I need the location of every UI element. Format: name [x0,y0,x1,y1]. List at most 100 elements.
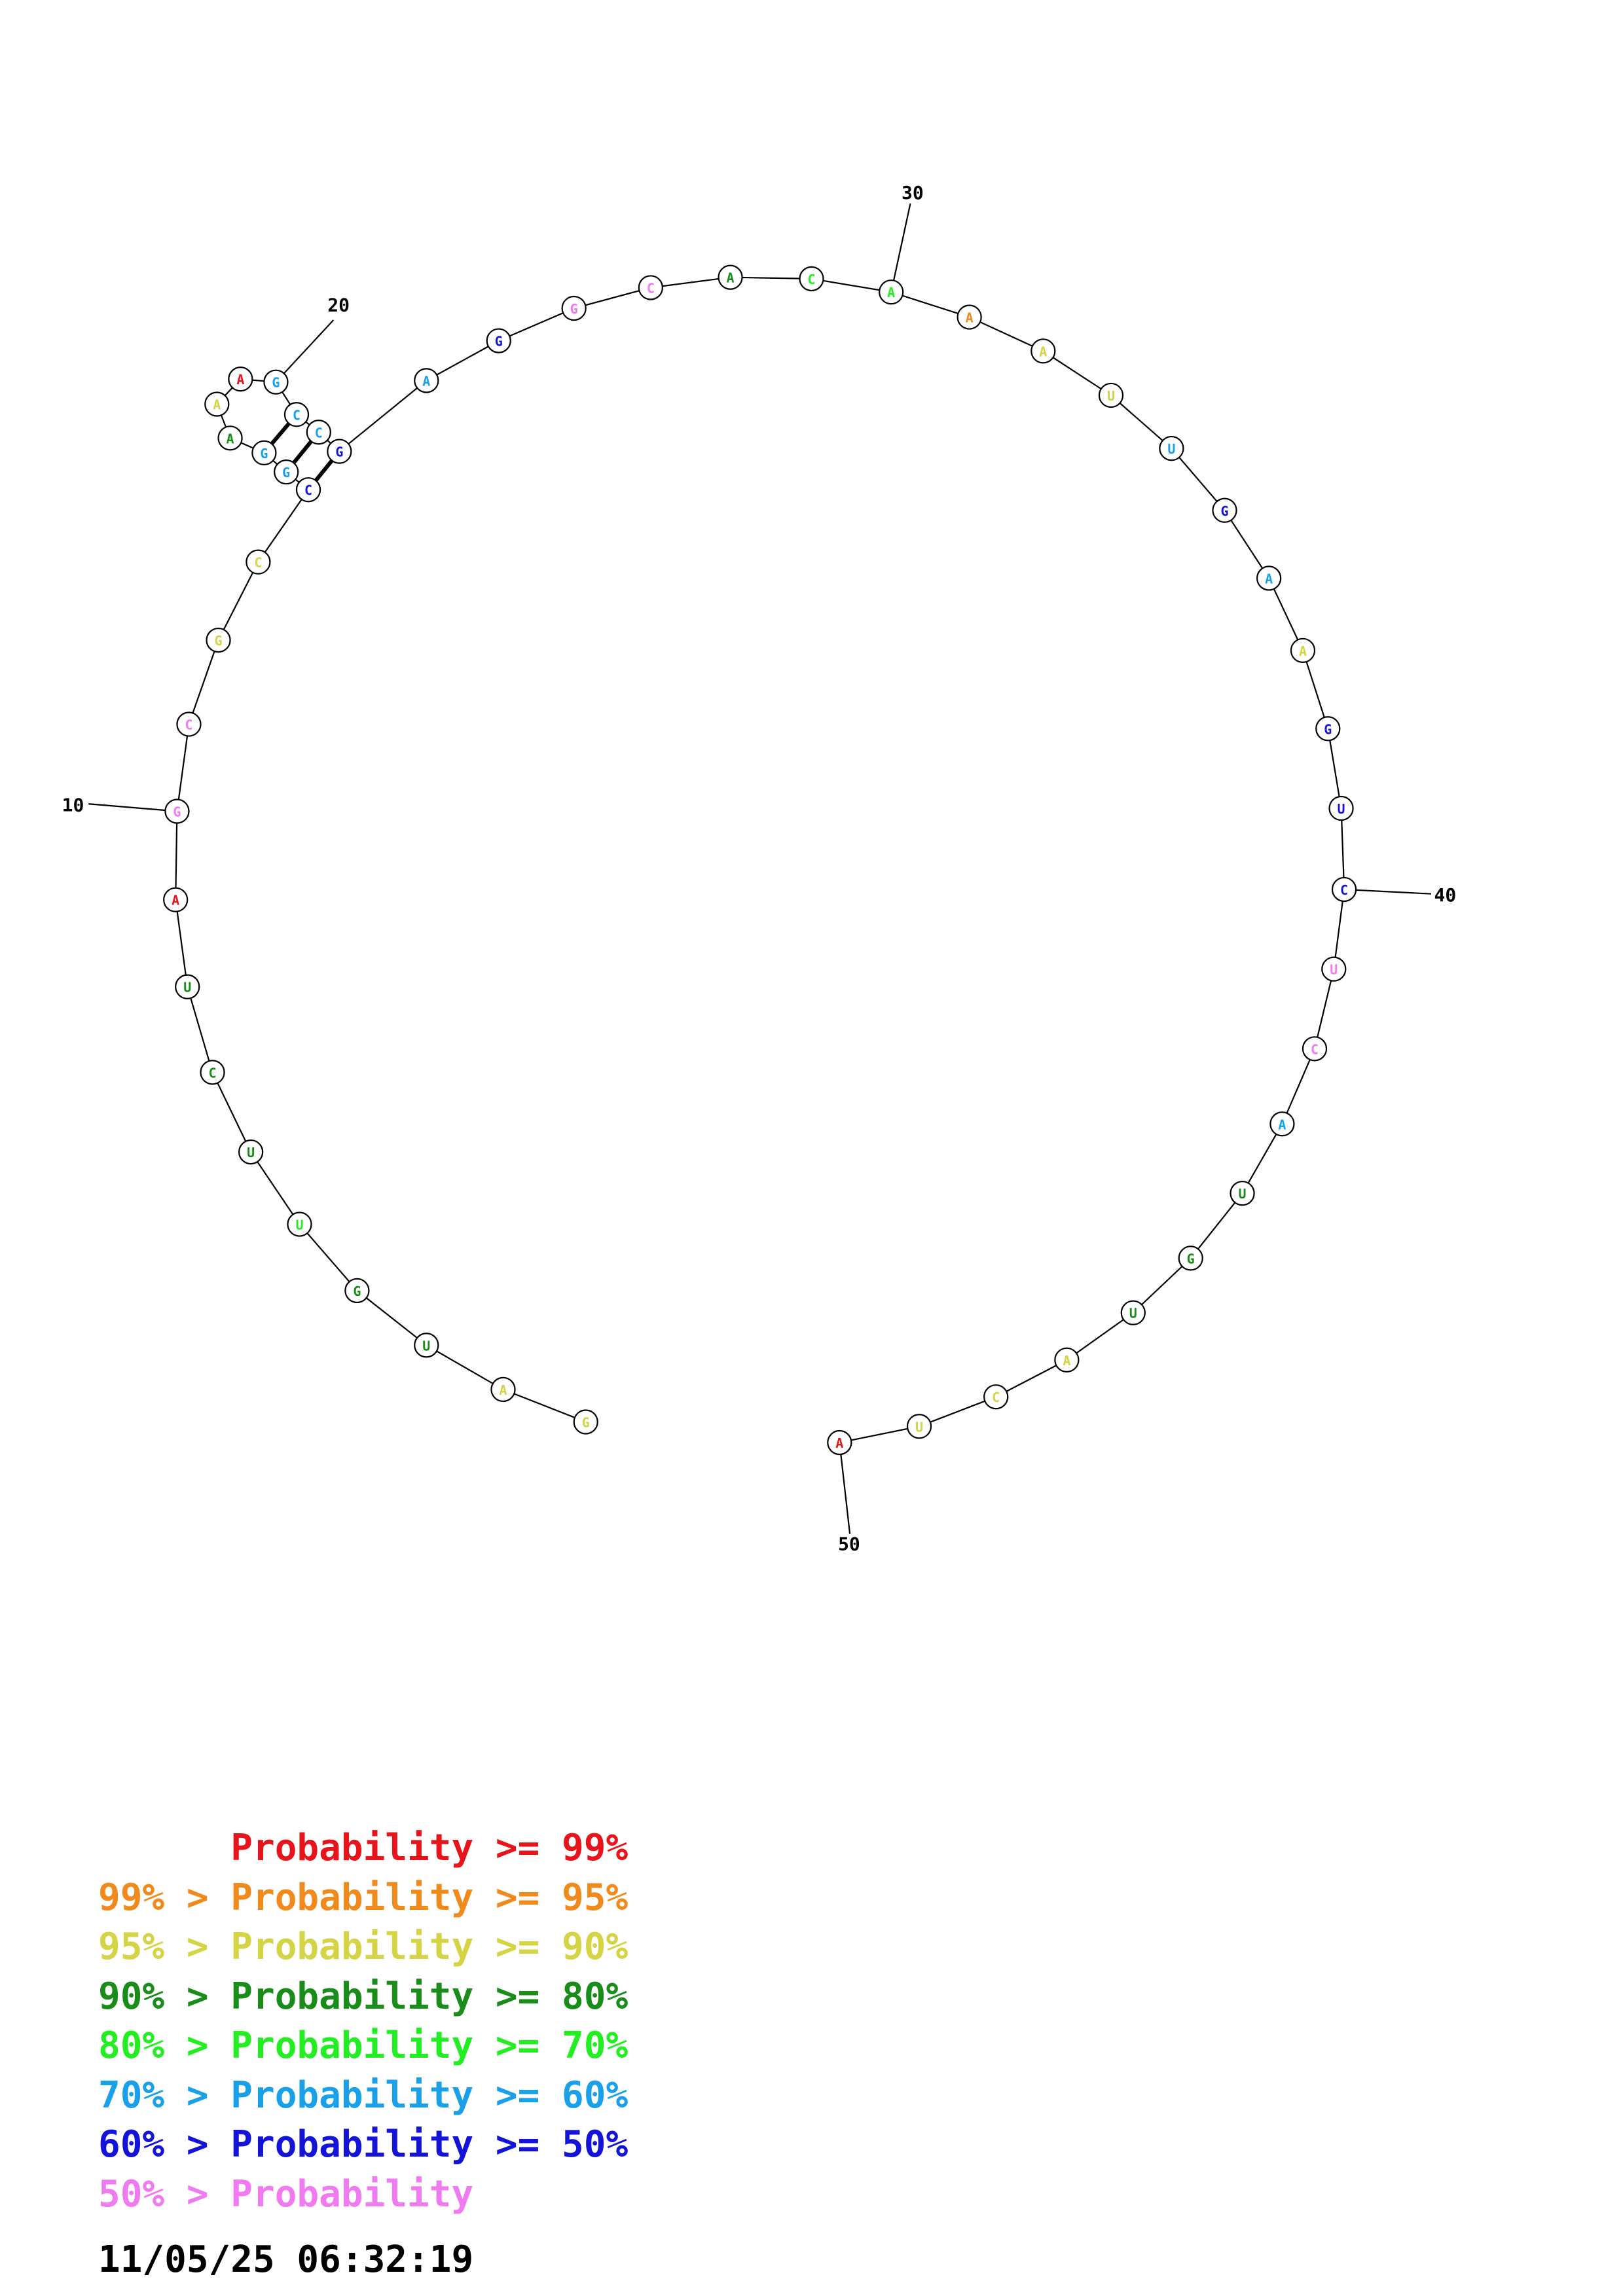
position-ticks: 10 20 30 40 50 [62,182,1457,1554]
nucleotide-base: A [499,1382,507,1398]
nucleotide-base: C [315,425,323,440]
nucleotide: C [246,549,271,575]
nucleotide-circle [414,368,439,393]
nucleotide: C [295,477,321,503]
nucleotide-base: C [304,482,312,498]
nucleotide-base: A [172,893,179,908]
nucleotide-base: G [282,465,290,480]
nucleotide: C [200,1060,225,1085]
nucleotide-base: U [1167,441,1175,457]
nucleotide-circle [163,887,189,912]
nucleotide-base: A [1039,344,1047,359]
nucleotide-base: A [236,372,244,387]
nucleotide-circle [1256,565,1282,591]
nucleotide-base: G [582,1415,590,1431]
nucleotide: A [490,1376,516,1403]
nucleotide: U [1120,1300,1146,1325]
nucleotide-base: G [1220,503,1228,519]
nucleotide: G [206,627,231,653]
nucleotide-base: C [209,1065,217,1081]
nucleotide-circle [1178,1246,1203,1271]
legend-row: Probability >= 99% [98,1827,629,1869]
nucleotide: C [983,1384,1009,1410]
nucleotide-circle [1230,1181,1255,1206]
nucleotide-base: C [293,407,301,423]
nucleotide-base: A [1063,1353,1070,1369]
nucleotide: U [1230,1181,1255,1206]
nucleotide: U [1328,795,1354,821]
nucleotide-circle [217,425,243,451]
nucleotide-circle [176,711,202,737]
nucleotide: U [175,974,200,999]
backbone [175,276,1345,1444]
nucleotide-circle [228,367,253,392]
nucleotide: A [827,1429,852,1456]
nucleotide: A [1256,565,1282,591]
nucleotide: G [1212,497,1237,523]
position-tick [275,319,335,383]
nucleotide-circle [251,440,277,465]
nucleotide: A [879,279,904,305]
nucleotide-circle [295,477,321,503]
nucleotide: U [1159,435,1184,461]
position-label: 40 [1434,884,1457,906]
nucleotide-circle [1302,1036,1328,1062]
legend-row: 80% > Probability >= 70% [98,2024,629,2067]
nucleotide-base: A [422,373,430,389]
position-label: 10 [62,795,84,816]
nucleotide: U [1098,382,1124,408]
nucleotide: G [274,459,299,485]
nucleotide-circle [204,391,230,417]
nucleotide-base: A [1299,643,1307,659]
nucleotide-circle [200,1060,225,1085]
nucleotide: G [344,1278,370,1304]
position-label: 50 [838,1534,860,1555]
position-label: 30 [902,182,924,204]
nucleotide-circle [638,275,663,300]
nucleotide: A [957,304,982,330]
nucleotide-circle [490,1376,516,1403]
nucleotide-circle [486,328,511,353]
nucleotide-circle [164,798,190,824]
position-label: 20 [327,295,350,316]
nucleotide-circle [414,1333,439,1358]
nucleotide-circle [983,1384,1009,1410]
nucleotide: G [486,328,511,353]
nucleotide: G [263,369,289,395]
nucleotide-base: C [1311,1041,1319,1057]
nucleotide-circle [1269,1111,1295,1137]
nucleotide-base: A [1278,1117,1286,1132]
nucleotide: A [1054,1347,1080,1372]
nucleotide-circle [327,439,352,464]
nucleotide-base: G [215,633,223,649]
nucleotide: C [638,275,663,300]
nucleotide-circle [1030,338,1056,364]
nucleotide-circle [879,279,904,305]
nucleotide-circle [573,1409,598,1435]
nucleotide: G [327,439,352,464]
legend-row: 70% > Probability >= 60% [98,2073,629,2117]
nucleotide-base: U [915,1419,923,1435]
nucleotide-base: U [1129,1306,1137,1321]
nucleotide-circle [274,459,299,485]
nucleotide: G [561,295,587,321]
nucleotide-base: A [1265,571,1273,586]
nucleotide-base: A [835,1435,843,1451]
nucleotide: G [1315,716,1341,742]
nucleotide-circle [206,627,231,653]
nucleotide-base: G [495,334,503,350]
nucleotide-circle [306,420,331,445]
nucleotide-circle [175,974,200,999]
nucleotide-base: G [1187,1251,1195,1266]
nucleotide-circle [344,1278,370,1304]
position-tick [839,1442,851,1534]
nucleotide-circle [238,1139,264,1165]
nucleotide-base: U [422,1338,430,1354]
nucleotide: G [573,1409,598,1435]
nucleotide-base: A [887,285,895,300]
probability-legend: Probability >= 99% 99% > Probability >= 9… [98,1823,628,2219]
nucleotide-circle [263,369,289,395]
nucleotide: C [306,420,331,445]
